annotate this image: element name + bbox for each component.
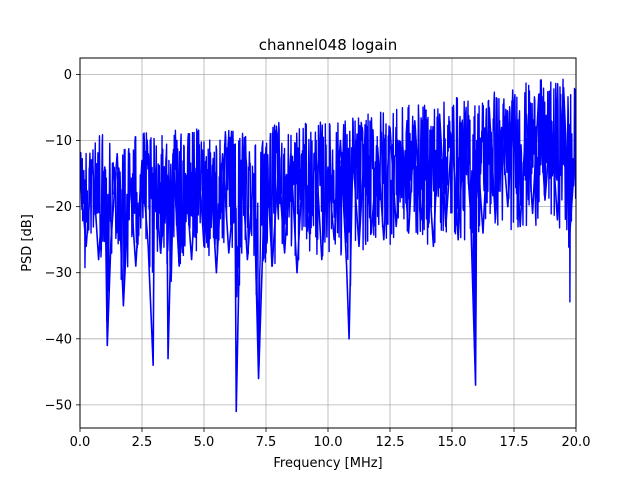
plot-content xyxy=(80,78,576,413)
x-tick-label: 15.0 xyxy=(438,435,467,450)
y-tick-label: −40 xyxy=(45,332,72,347)
y-tick-label: −20 xyxy=(45,200,72,215)
chart-title: channel048 logain xyxy=(259,36,398,54)
x-tick-label: 7.5 xyxy=(256,435,277,450)
x-tick-label: 2.5 xyxy=(132,435,153,450)
x-tick-label: 12.5 xyxy=(376,435,405,450)
x-tick-label: 20.0 xyxy=(562,435,591,450)
x-tick-label: 0.0 xyxy=(70,435,91,450)
y-axis-label: PSD [dB] xyxy=(20,214,35,272)
tick-marks: 0.0 2.5 5.0 7.5 10.0 12.5 15.0 17.5 20.0 0 −10 −20 −… xyxy=(45,68,591,450)
x-axis-label: Frequency [MHz] xyxy=(273,456,382,471)
y-tick-label: −50 xyxy=(45,398,72,413)
x-tick-label: 5.0 xyxy=(194,435,215,450)
y-tick-label: −30 xyxy=(45,266,72,281)
y-tick-label: 0 xyxy=(64,68,72,83)
psd-series-line xyxy=(80,86,576,413)
x-tick-label: 10.0 xyxy=(314,435,343,450)
y-tick-label: −10 xyxy=(45,134,72,149)
x-tick-label: 17.5 xyxy=(500,435,529,450)
